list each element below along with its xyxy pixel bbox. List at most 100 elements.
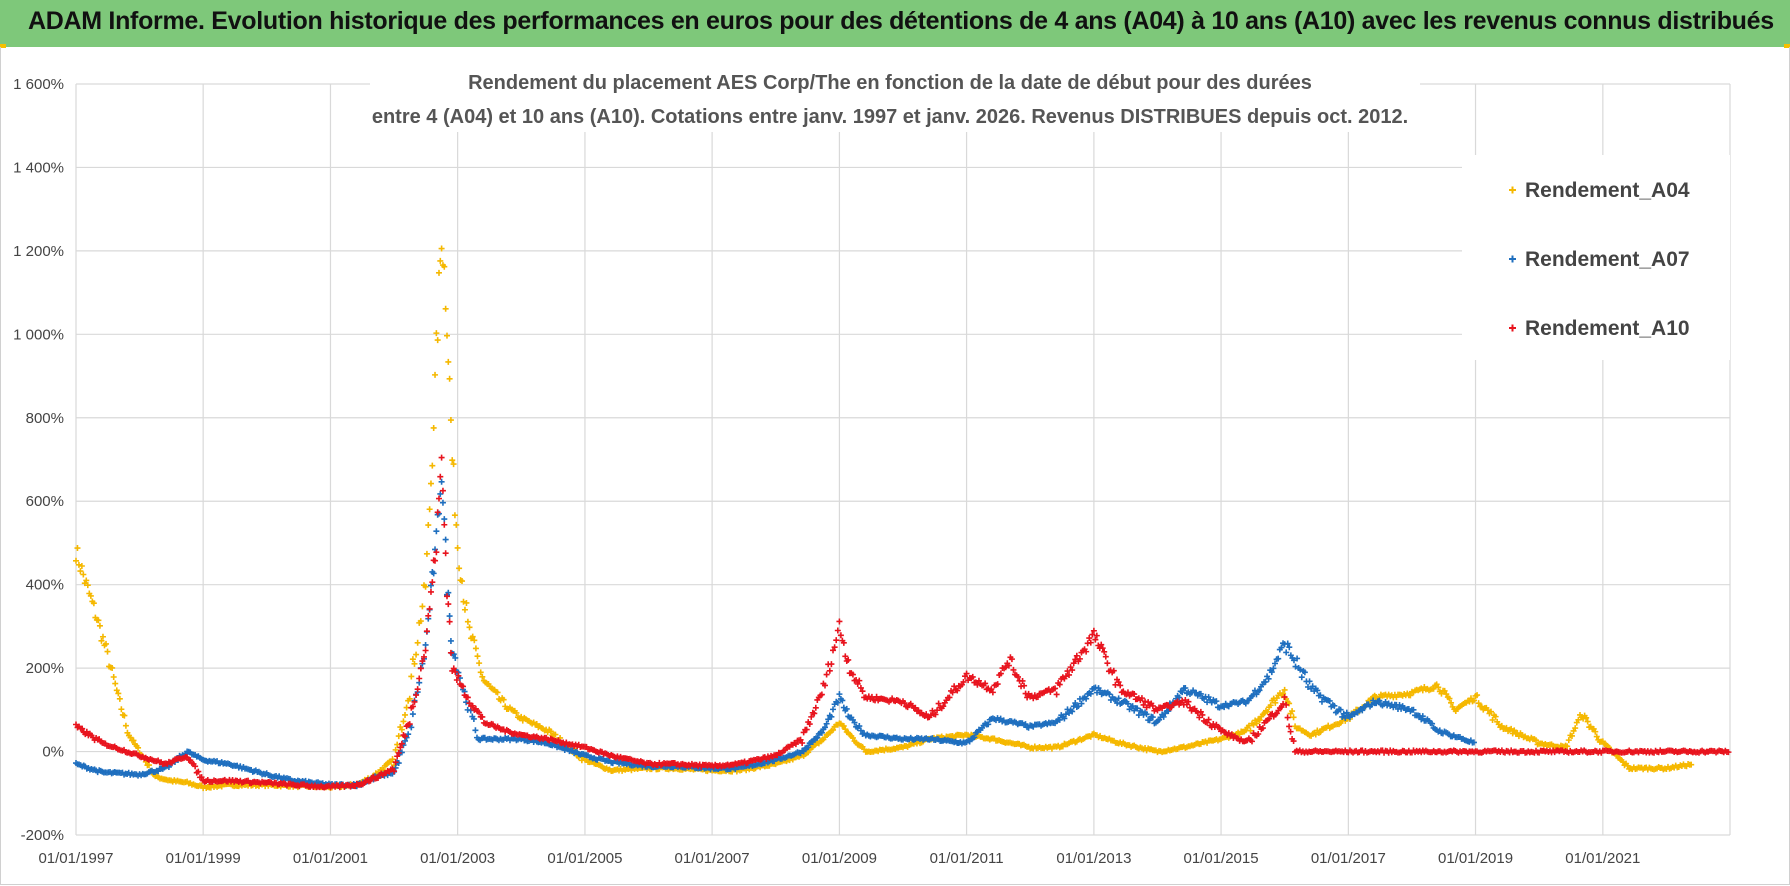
data-point xyxy=(1283,701,1290,708)
data-point xyxy=(1265,675,1272,682)
data-point xyxy=(1069,667,1076,674)
data-point xyxy=(932,711,939,718)
data-point xyxy=(409,703,416,710)
x-tick-label: 01/01/1999 xyxy=(166,850,241,867)
data-point xyxy=(830,706,837,713)
data-point xyxy=(1213,698,1220,705)
data-point xyxy=(434,337,441,344)
data-point xyxy=(1467,695,1474,702)
data-point xyxy=(513,709,520,716)
y-tick-label: 400% xyxy=(26,577,64,594)
data-point xyxy=(408,724,415,731)
data-point xyxy=(1419,713,1426,720)
data-point xyxy=(1160,713,1167,720)
data-point xyxy=(1382,698,1389,705)
data-point xyxy=(423,628,430,635)
data-point xyxy=(427,582,434,589)
banner-corner-left xyxy=(0,44,6,48)
data-point xyxy=(1090,627,1097,634)
data-point xyxy=(1062,711,1069,718)
data-point xyxy=(1290,657,1297,664)
legend-label-Rendement_A07: Rendement_A07 xyxy=(1525,248,1690,271)
data-point xyxy=(1256,717,1263,724)
data-point xyxy=(441,516,448,523)
data-point xyxy=(1268,669,1275,676)
data-point xyxy=(1104,660,1111,667)
data-point xyxy=(460,683,467,690)
data-point xyxy=(395,760,402,767)
y-tick-label: 1 400% xyxy=(13,159,64,176)
data-point xyxy=(1284,640,1291,647)
data-point xyxy=(1052,685,1059,692)
data-point xyxy=(840,639,847,646)
data-point xyxy=(1337,706,1344,713)
y-tick-label: 200% xyxy=(26,660,64,677)
data-point xyxy=(857,684,864,691)
data-point xyxy=(83,577,90,584)
data-point xyxy=(1584,718,1591,725)
data-point xyxy=(1143,704,1150,711)
data-point xyxy=(960,678,967,685)
data-point xyxy=(115,690,122,697)
data-point xyxy=(466,624,473,631)
data-point xyxy=(439,487,446,494)
data-point xyxy=(411,660,418,667)
data-point xyxy=(1196,714,1203,721)
series-Rendement_A10 xyxy=(73,454,1732,791)
data-point xyxy=(426,605,433,612)
title-banner: ADAM Informe. Evolution historique des p… xyxy=(0,0,1790,49)
data-point xyxy=(409,656,416,663)
data-point xyxy=(116,695,123,702)
data-point xyxy=(1066,671,1073,678)
data-point xyxy=(849,734,856,741)
data-point xyxy=(109,664,116,671)
data-point xyxy=(797,736,804,743)
data-point xyxy=(1317,692,1324,699)
data-point xyxy=(873,693,880,700)
data-point xyxy=(392,759,399,766)
data-point xyxy=(452,654,459,661)
data-point xyxy=(1284,714,1291,721)
data-point xyxy=(1097,687,1104,694)
data-point xyxy=(450,665,457,672)
data-point xyxy=(122,722,129,729)
data-point xyxy=(445,358,452,365)
data-point xyxy=(985,721,992,728)
data-point xyxy=(75,561,82,568)
data-point xyxy=(441,521,448,528)
data-point xyxy=(447,417,454,424)
data-point xyxy=(1197,708,1204,715)
data-point xyxy=(1290,714,1297,721)
x-tick-label: 01/01/2021 xyxy=(1565,850,1640,867)
data-point xyxy=(1580,715,1587,722)
data-point xyxy=(422,641,429,648)
legend-marker-Rendement_A07 xyxy=(1509,255,1516,263)
data-point xyxy=(1131,691,1138,698)
data-point xyxy=(1093,632,1100,639)
data-point xyxy=(856,677,863,684)
data-point xyxy=(392,746,399,753)
data-point xyxy=(1061,715,1068,722)
data-point xyxy=(803,726,810,733)
data-point xyxy=(1471,697,1478,704)
data-point xyxy=(437,257,444,264)
data-point xyxy=(1093,689,1100,696)
data-point xyxy=(145,762,152,769)
data-point xyxy=(1489,717,1496,724)
data-point xyxy=(1443,691,1450,698)
data-point xyxy=(934,707,941,714)
data-point xyxy=(808,713,815,720)
data-point xyxy=(1270,665,1277,672)
data-point xyxy=(479,673,486,680)
data-point xyxy=(1102,653,1109,660)
data-point xyxy=(1281,694,1288,701)
data-point xyxy=(1290,738,1297,745)
data-point xyxy=(417,618,424,625)
data-point xyxy=(391,768,398,775)
data-point xyxy=(1281,686,1288,693)
data-point xyxy=(430,570,437,577)
data-point xyxy=(1056,716,1063,723)
data-point xyxy=(547,728,554,735)
data-point xyxy=(849,671,856,678)
data-point xyxy=(112,680,119,687)
